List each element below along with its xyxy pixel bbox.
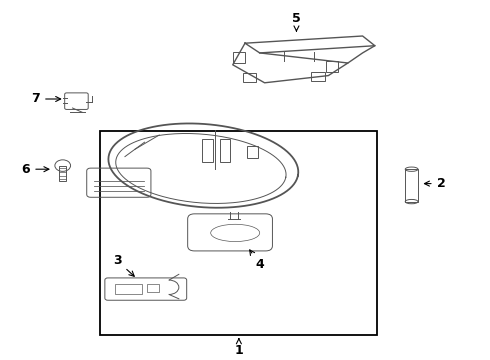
Bar bbox=[243, 73, 256, 82]
Text: 6: 6 bbox=[22, 163, 49, 176]
Bar bbox=[147, 284, 159, 292]
Bar bbox=[59, 166, 66, 181]
Bar bbox=[233, 52, 245, 63]
Text: 5: 5 bbox=[292, 12, 301, 31]
Text: 4: 4 bbox=[250, 250, 264, 271]
Bar bbox=[100, 131, 377, 335]
Bar bbox=[311, 72, 325, 81]
Bar bbox=[247, 146, 258, 158]
Text: 7: 7 bbox=[31, 93, 61, 105]
Text: 3: 3 bbox=[113, 255, 134, 276]
Bar bbox=[220, 139, 230, 162]
Text: 2: 2 bbox=[424, 177, 445, 190]
Bar bbox=[326, 61, 338, 72]
Bar bbox=[115, 284, 142, 294]
Text: 1: 1 bbox=[235, 338, 243, 357]
Bar bbox=[202, 139, 213, 162]
Bar bbox=[405, 169, 418, 202]
